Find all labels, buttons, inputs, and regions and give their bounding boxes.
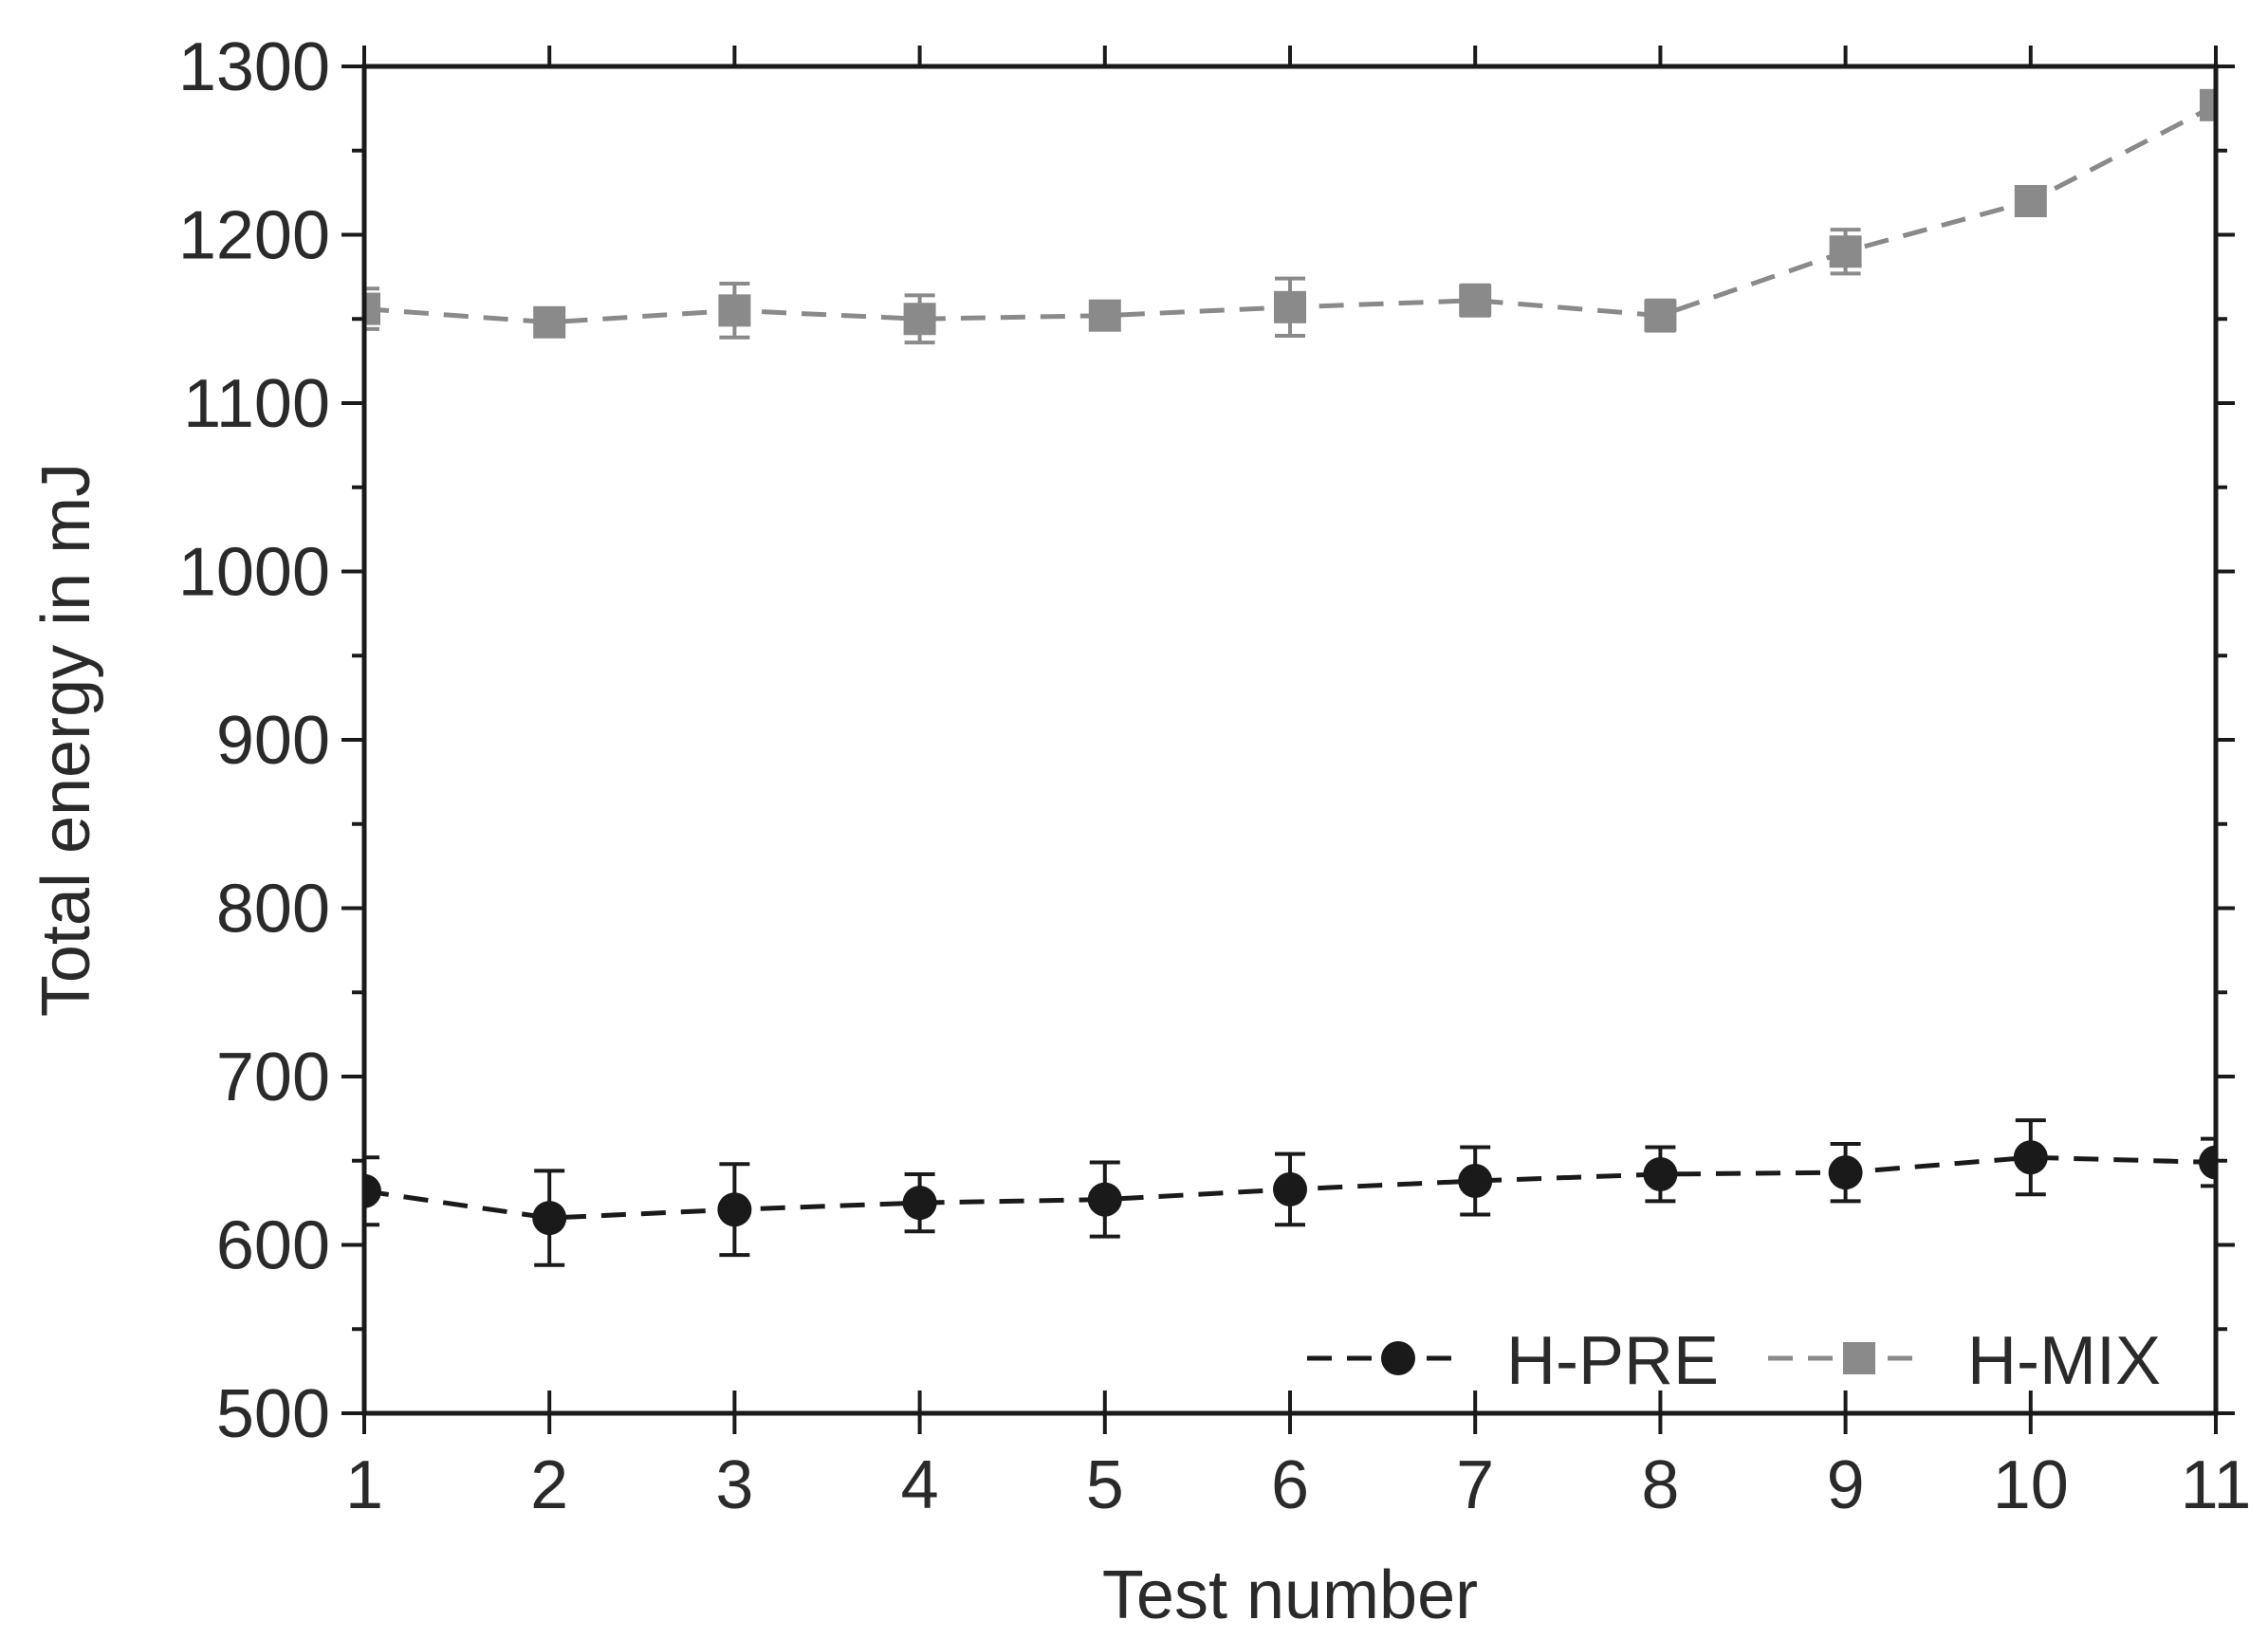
point-h-pre <box>2199 1145 2216 1180</box>
point-h-pre <box>1643 1156 1678 1191</box>
point-h-mix <box>1644 299 1677 332</box>
legend-item-h-mix: H-MIX <box>1768 1323 2161 1399</box>
legend-label-h-pre: H-PRE <box>1506 1323 1719 1399</box>
y-tick-label-1200: 1200 <box>178 198 330 274</box>
x-tick-label-8: 8 <box>1641 1447 1679 1523</box>
point-h-mix <box>718 294 751 327</box>
point-h-pre <box>1273 1171 1307 1206</box>
series-layer <box>364 88 2216 1267</box>
x-tick-label-2: 2 <box>530 1447 568 1523</box>
point-h-pre <box>902 1186 937 1221</box>
x-tick-label-6: 6 <box>1271 1447 1309 1523</box>
legend-label-h-mix: H-MIX <box>1967 1323 2161 1399</box>
x-tick-label-7: 7 <box>1456 1447 1494 1523</box>
legend: H-PRE H-MIX <box>1307 1323 2161 1399</box>
point-h-pre <box>364 1173 381 1208</box>
x-tick-label-3: 3 <box>715 1447 753 1523</box>
y-tick-label-700: 700 <box>216 1040 330 1115</box>
legend-item-h-pre: H-PRE <box>1307 1323 1719 1399</box>
x-tick-label-9: 9 <box>1827 1447 1865 1523</box>
y-tick-label-600: 600 <box>216 1208 330 1284</box>
point-h-mix <box>533 305 566 339</box>
y-tick-label-900: 900 <box>216 703 330 779</box>
point-h-mix <box>2014 185 2047 217</box>
point-h-mix <box>1829 235 1862 268</box>
legend-marker-h-pre <box>1381 1341 1415 1375</box>
x-tick-label-10: 10 <box>1993 1447 2069 1523</box>
point-h-pre <box>1828 1155 1863 1190</box>
x-tick-label-11: 11 <box>2181 1447 2252 1523</box>
point-h-mix <box>1274 290 1306 323</box>
point-h-pre <box>1087 1182 1122 1217</box>
series-h-pre <box>364 1118 2216 1267</box>
y-tick-label-1300: 1300 <box>178 29 330 105</box>
point-h-pre <box>1458 1164 1493 1199</box>
legend-marker-h-mix <box>1843 1342 1875 1374</box>
y-tick-label-500: 500 <box>216 1376 330 1452</box>
x-tick-label-1: 1 <box>345 1447 383 1523</box>
y-axis-label: Total energy in mJ <box>28 463 104 1017</box>
point-h-mix <box>2200 88 2216 121</box>
point-h-mix <box>1459 284 1492 317</box>
point-h-mix <box>1088 299 1121 332</box>
x-tick-label-5: 5 <box>1086 1447 1124 1523</box>
labels-layer: 1 2 3 4 5 6 7 8 9 10 11 500 600 700 800 900 1000 1100 1200… <box>178 29 2252 1523</box>
plot-frame <box>361 64 2219 1416</box>
series-h-mix <box>364 88 2216 345</box>
x-tick-label-4: 4 <box>901 1447 939 1523</box>
point-h-pre <box>2013 1140 2048 1175</box>
y-tick-label-1000: 1000 <box>178 535 330 611</box>
y-tick-label-1100: 1100 <box>183 366 330 442</box>
y-tick-label-800: 800 <box>216 872 330 948</box>
point-h-pre <box>532 1201 567 1236</box>
point-h-mix <box>364 292 380 325</box>
point-h-mix <box>903 303 936 336</box>
point-h-pre <box>717 1192 752 1227</box>
x-axis-label: Test number <box>1102 1557 1478 1633</box>
